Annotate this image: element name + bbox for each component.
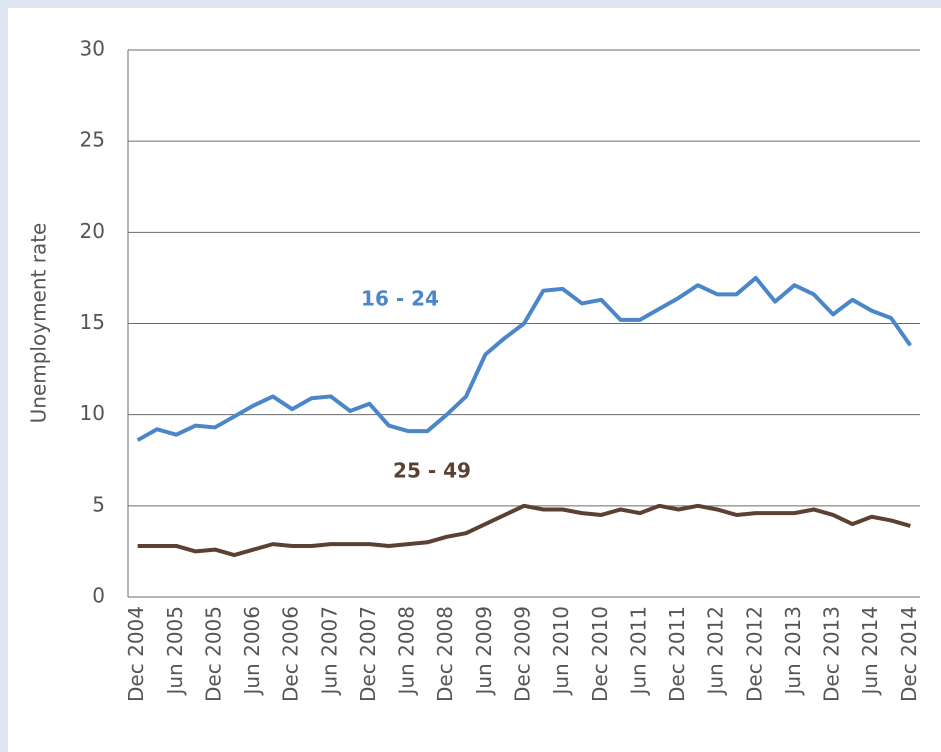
y-tick-label: 30 xyxy=(80,37,105,61)
x-tick-label: Jun 2008 xyxy=(395,606,419,697)
series-label: 25 - 49 xyxy=(393,459,471,483)
x-tick-label: Dec 2011 xyxy=(665,606,689,702)
x-tick-label: Jun 2012 xyxy=(704,606,728,697)
x-tick-label: Dec 2008 xyxy=(433,606,457,702)
x-tick-label: Dec 2013 xyxy=(820,606,844,702)
x-tick-label: Jun 2010 xyxy=(549,606,573,697)
x-tick-label: Jun 2006 xyxy=(240,606,264,697)
y-tick-label: 0 xyxy=(92,584,105,608)
x-tick-label: Dec 2007 xyxy=(356,606,380,702)
x-tick-label: Jun 2011 xyxy=(626,606,650,697)
series-line xyxy=(137,503,911,558)
y-tick-label: 5 xyxy=(92,492,105,516)
x-tick-label: Dec 2004 xyxy=(124,606,148,702)
x-tick-label: Jun 2013 xyxy=(781,606,805,697)
x-tick-label: Jun 2007 xyxy=(317,606,341,697)
x-tick-label: Dec 2010 xyxy=(588,606,612,702)
x-tick-label: Dec 2012 xyxy=(742,606,766,702)
x-tick-label: Dec 2005 xyxy=(201,606,225,702)
x-tick-label: Dec 2006 xyxy=(279,606,303,702)
y-tick-label: 10 xyxy=(80,401,105,425)
x-tick-label: Dec 2009 xyxy=(511,606,535,702)
y-tick-label: 15 xyxy=(80,310,105,334)
y-tick-label: 20 xyxy=(80,219,105,243)
x-tick-label: Jun 2014 xyxy=(858,606,882,697)
x-tick-label: Jun 2005 xyxy=(163,606,187,697)
series-label: 16 - 24 xyxy=(361,287,439,311)
x-tick-label: Jun 2009 xyxy=(472,606,496,697)
x-tick-label: Dec 2014 xyxy=(897,606,921,702)
y-axis-label: Unemployment rate xyxy=(27,223,51,424)
y-tick-label: 25 xyxy=(80,128,105,152)
series-line xyxy=(136,275,912,442)
